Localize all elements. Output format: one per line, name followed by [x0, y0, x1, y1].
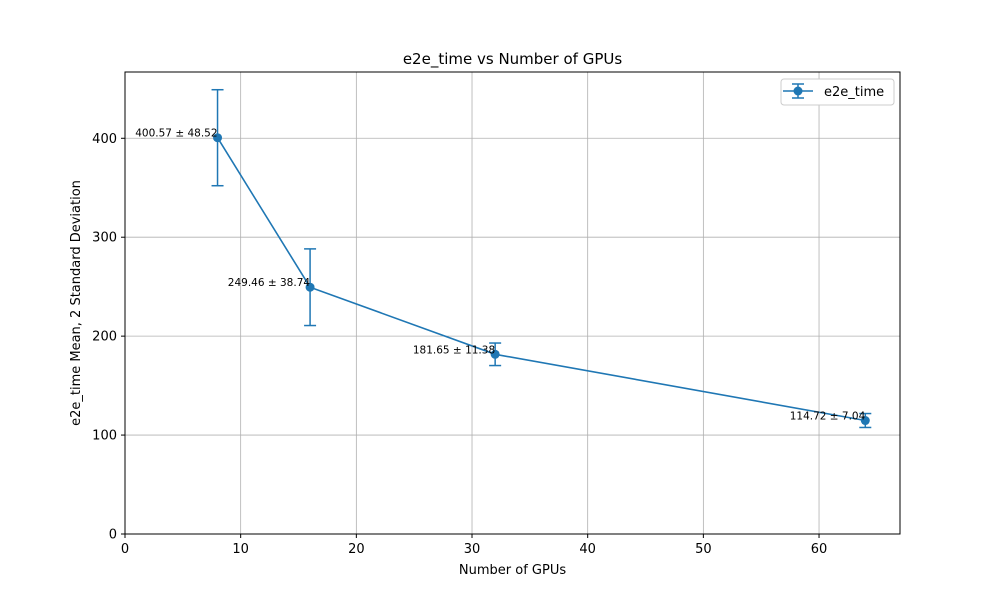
chart-title: e2e_time vs Number of GPUs: [403, 50, 623, 69]
y-tick-label: 200: [92, 330, 117, 345]
y-tick-label: 400: [92, 132, 117, 147]
legend: e2e_time: [780, 78, 895, 106]
x-tick-label: 50: [695, 542, 712, 557]
y-tick-label: 0: [109, 528, 117, 543]
y-axis-title: e2e_time Mean, 2 Standard Deviation: [69, 180, 84, 426]
series-line: [216, 137, 866, 422]
legend-label: e2e_time: [824, 85, 884, 100]
x-tick-label: 0: [121, 542, 129, 557]
data-point: [305, 282, 315, 292]
series-e2e-time: [211, 88, 872, 429]
data-label: 114.72 ± 7.04: [790, 411, 866, 423]
x-tick-label: 60: [811, 542, 828, 557]
data-label: 249.46 ± 38.74: [228, 277, 311, 289]
y-tick-label: 100: [92, 429, 117, 444]
x-axis-title: Number of GPUs: [459, 563, 566, 578]
data-point: [490, 349, 500, 359]
y-tick-label: 300: [92, 231, 117, 246]
axes: 0 10 20 30 40 50 60 0 100 200 300 400: [92, 71, 901, 557]
data-point: [213, 133, 223, 143]
data-label: 400.57 ± 48.52: [135, 128, 217, 140]
x-tick-label: 10: [232, 542, 249, 557]
data-labels: 400.57 ± 48.52 249.46 ± 38.74 181.65 ± 11.…: [135, 128, 865, 423]
x-tick-label: 30: [464, 542, 481, 557]
data-label: 181.65 ± 11.38: [413, 344, 495, 356]
x-tick-label: 20: [348, 542, 365, 557]
x-tick-label: 40: [579, 542, 596, 557]
legend-box: [780, 78, 895, 106]
data-point: [860, 416, 870, 426]
plot-frame: [124, 71, 901, 535]
legend-marker: [793, 86, 803, 96]
